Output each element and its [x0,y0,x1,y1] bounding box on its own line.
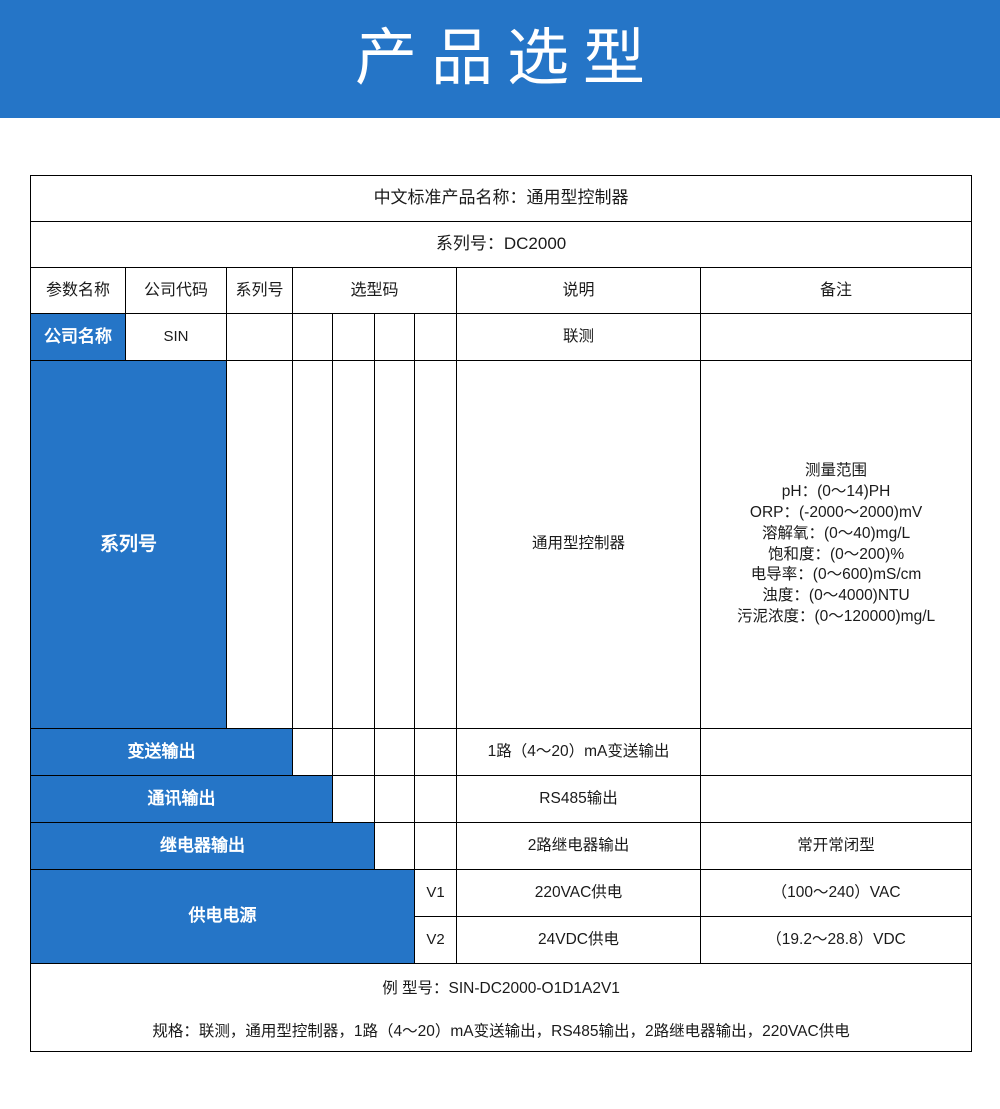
cell-transmit-sel-1 [292,728,333,776]
cell-description-company: 联测 [456,313,701,361]
header-description: 说明 [456,267,701,314]
row-label-company-name: 公司名称 [30,313,126,361]
remark-line-6: 浊度：(0～4000)NTU [762,587,910,605]
page-title: 产品选型 [354,24,659,93]
table-row-relay-output: 继电器输出 2路继电器输出 常开常闭型 [30,822,973,870]
cell-company-code: SIN [125,313,227,361]
series-number-title: 系列号：DC2000 [29,221,973,268]
row-label-power-supply: 供电电源 [30,869,415,964]
footer-notes: 例 型号：SIN-DC2000-O1D1A2V1 规格：联测，通用型控制器，1路… [29,963,973,1052]
table-title-row-2: 系列号：DC2000 [29,221,973,268]
header-series-code: 系列号 [226,267,293,314]
cell-series-sel-4 [414,360,457,729]
table-row-transmit-output: 变送输出 1路（4～20）mA变送输出 [30,728,973,776]
remark-line-2: ORP：(-2000～2000)mV [749,503,923,521]
cell-description-series: 通用型控制器 [456,360,701,729]
cell-remark-company [699,313,973,361]
remark-line-5: 电导率：(0～600)mS/cm [750,566,922,584]
cell-sel-4-empty [414,313,457,361]
footer-example-model: 例 型号：SIN-DC2000-O1D1A2V1 [382,979,620,997]
cell-series-sel-3 [374,360,415,729]
remark-line-4: 饱和度：(0～200)% [768,545,905,563]
remark-line-1: pH：(0～14)PH [781,482,891,500]
cell-power-code-v1: V1 [414,869,457,917]
cell-power-code-v2: V2 [414,916,457,964]
cell-series-sel-2 [332,360,375,729]
footer-spec-description: 规格：联测，通用型控制器，1路（4～20）mA变送输出，RS485输出，2路继电… [152,1022,850,1040]
row-label-relay-output: 继电器输出 [30,822,375,870]
header-selection-code: 选型码 [292,267,457,314]
table-row-series: 系列号 通用型控制器 测量范围 pH：(0～14)PH ORP：(-2000～2… [30,360,973,729]
cell-description-power-v1: 220VAC供电 [456,869,701,917]
standard-product-name: 中文标准产品名称：通用型控制器 [29,175,973,222]
cell-comm-sel-2 [332,775,375,823]
product-selection-table: 中文标准产品名称：通用型控制器 系列号：DC2000 参数名称 公司代码 系列号… [29,175,973,1052]
header-company-code: 公司代码 [125,267,227,314]
cell-comm-sel-4 [414,775,457,823]
cell-description-relay-output: 2路继电器输出 [456,822,701,870]
spec-table-area: 中文标准产品名称：通用型控制器 系列号：DC2000 参数名称 公司代码 系列号… [0,118,1000,1052]
remark-line-0: 测量范围 [805,461,868,479]
cell-description-comm-output: RS485输出 [456,775,701,823]
cell-sel-2-empty [332,313,375,361]
cell-remark-power-v1: （100～240）VAC [699,869,973,917]
cell-transmit-sel-4 [414,728,457,776]
header-remark: 备注 [699,267,973,314]
table-row-power-supply-v1: 供电电源 V1 220VAC供电 （100～240）VAC [30,869,973,964]
cell-remark-comm-output [699,775,973,823]
cell-series-code-empty [226,313,293,361]
cell-remark-measuring-range: 测量范围 pH：(0～14)PH ORP：(-2000～2000)mV 溶解氧：… [699,360,973,729]
table-row-company-name: 公司名称 SIN 联测 [30,313,973,361]
cell-series-sel-1 [292,360,333,729]
cell-relay-sel-3 [374,822,415,870]
row-label-transmit-output: 变送输出 [30,728,293,776]
cell-transmit-sel-3 [374,728,415,776]
table-title-row-1: 中文标准产品名称：通用型控制器 [29,175,973,222]
remark-line-3: 溶解氧：(0～40)mg/L [761,524,911,542]
cell-remark-relay-output: 常开常闭型 [699,822,973,870]
table-row-power-supply-v2: V2 24VDC供电 （19.2～28.8）VDC [31,916,973,964]
cell-sel-1-empty [292,313,333,361]
remark-line-7: 污泥浓度：(0～120000)mg/L [737,608,936,626]
cell-description-transmit-output: 1路（4～20）mA变送输出 [456,728,701,776]
cell-relay-sel-4 [414,822,457,870]
cell-sel-3-empty [374,313,415,361]
cell-description-power-v2: 24VDC供电 [456,916,701,964]
cell-transmit-sel-2 [332,728,375,776]
row-label-comm-output: 通讯输出 [30,775,333,823]
header-param-name: 参数名称 [30,267,126,314]
table-footer-row: 例 型号：SIN-DC2000-O1D1A2V1 规格：联测，通用型控制器，1路… [29,963,973,1052]
cell-remark-transmit-output [699,728,973,776]
cell-series-blank [226,360,293,729]
page-banner: 产品选型 [0,0,1000,118]
table-header-row: 参数名称 公司代码 系列号 选型码 说明 备注 [30,267,973,314]
cell-comm-sel-3 [374,775,415,823]
row-label-series: 系列号 [30,360,227,729]
cell-remark-power-v2: （19.2～28.8）VDC [699,916,973,964]
table-row-comm-output: 通讯输出 RS485输出 [30,775,973,823]
